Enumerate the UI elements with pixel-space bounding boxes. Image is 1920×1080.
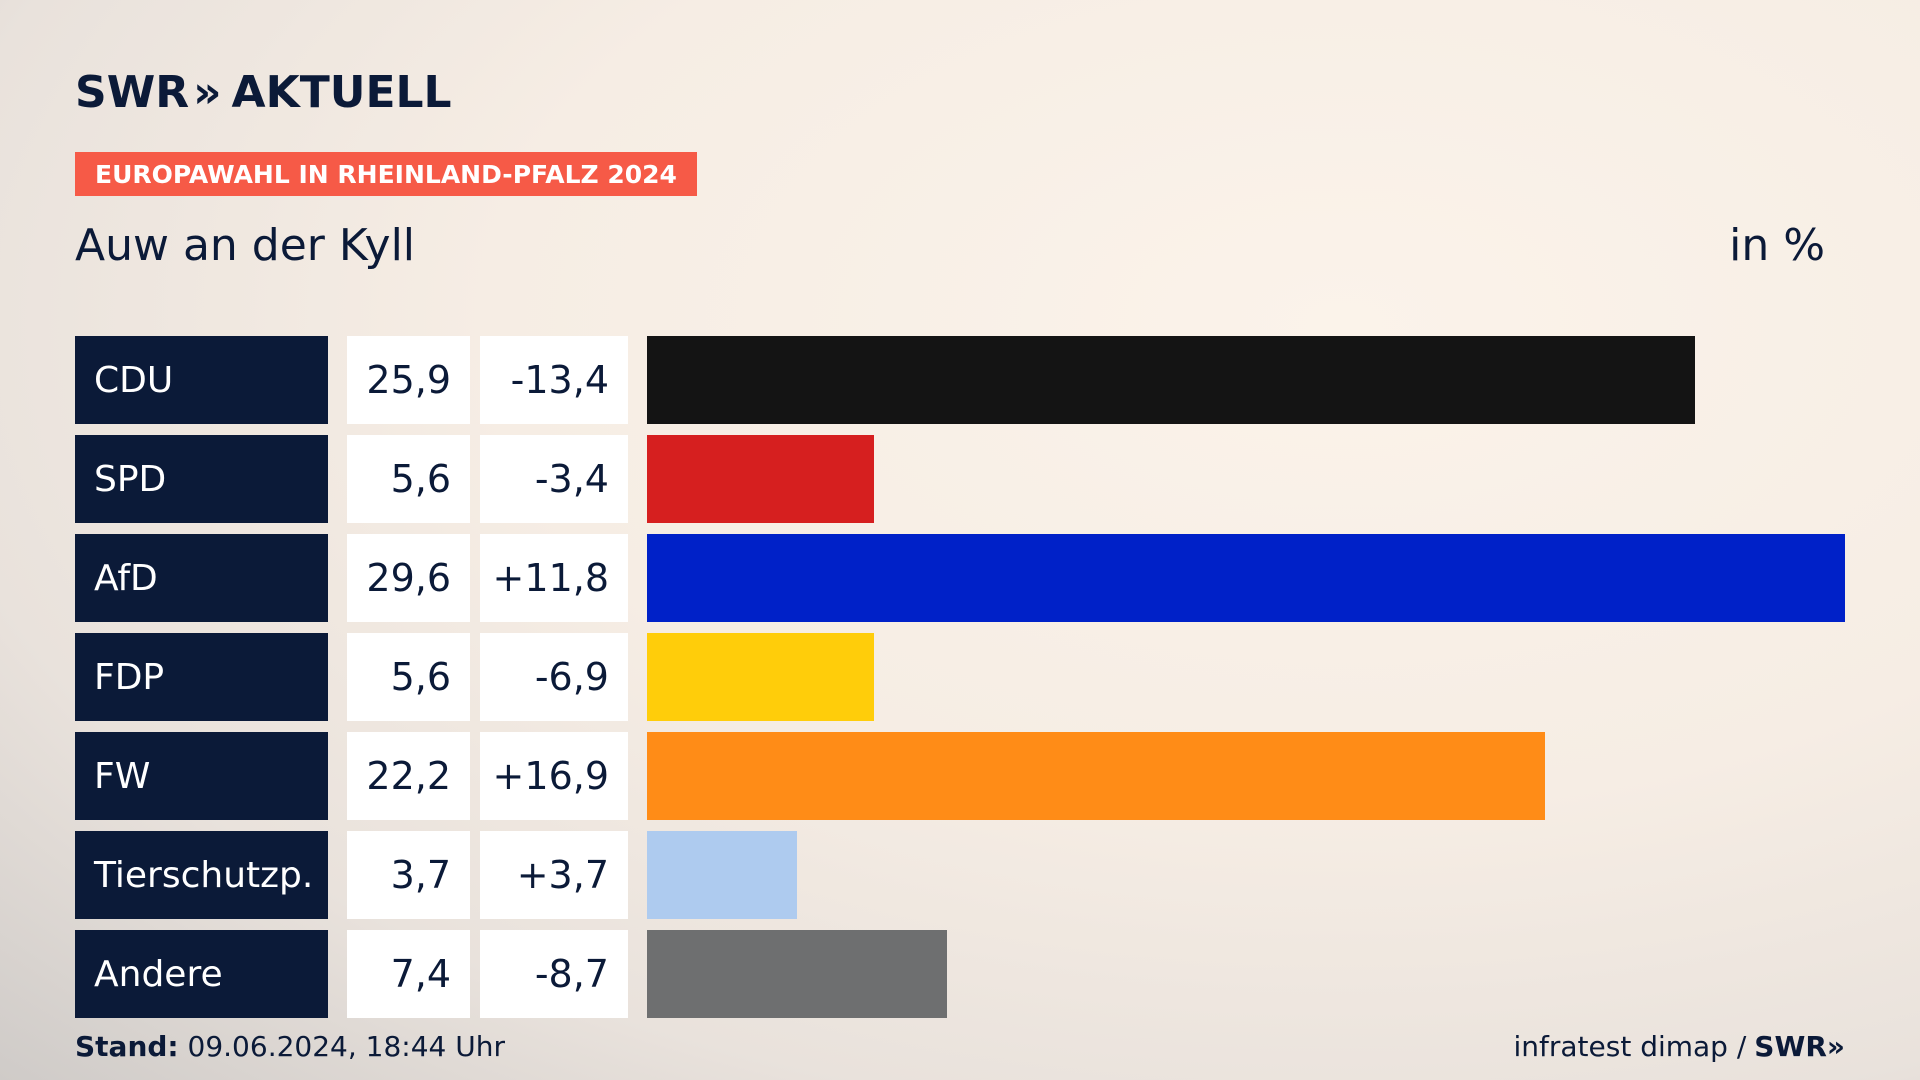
unit-label: in % — [1729, 220, 1825, 271]
party-label: FW — [75, 732, 328, 820]
vote-change-value: -8,7 — [480, 930, 628, 1018]
vote-share-value: 25,9 — [347, 336, 470, 424]
party-label: CDU — [75, 336, 328, 424]
vote-share-value: 5,6 — [347, 435, 470, 523]
vote-change-value: -3,4 — [480, 435, 628, 523]
result-row: SPD 5,6 -3,4 — [75, 435, 1845, 523]
stand-label: Stand: — [75, 1030, 179, 1063]
source-text: infratest dimap / — [1513, 1030, 1747, 1063]
vote-change-value: +16,9 — [480, 732, 628, 820]
result-row: FW 22,2 +16,9 — [75, 732, 1845, 820]
vote-share-bar — [647, 633, 874, 721]
vote-change-value: +11,8 — [480, 534, 628, 622]
result-row: AfD 29,6 +11,8 — [75, 534, 1845, 622]
result-row: CDU 25,9 -13,4 — [75, 336, 1845, 424]
vote-share-bar — [647, 831, 797, 919]
logo-chevron-icon: » — [193, 66, 222, 118]
party-label: Andere — [75, 930, 328, 1018]
logo-aktuell-text: AKTUELL — [231, 66, 452, 118]
vote-share-bar — [647, 336, 1695, 424]
source-brand: SWR» — [1754, 1030, 1845, 1063]
source-credit: infratest dimap / SWR» — [1513, 1030, 1845, 1063]
vote-change-value: -6,9 — [480, 633, 628, 721]
stand-value: 09.06.2024, 18:44 Uhr — [187, 1030, 505, 1063]
vote-share-bar — [647, 732, 1545, 820]
result-row: FDP 5,6 -6,9 — [75, 633, 1845, 721]
vote-share-bar — [647, 930, 947, 1018]
party-label: AfD — [75, 534, 328, 622]
vote-share-value: 5,6 — [347, 633, 470, 721]
vote-change-value: -13,4 — [480, 336, 628, 424]
swr-aktuell-logo: SWR» AKTUELL — [75, 66, 452, 118]
party-label: Tierschutzp. — [75, 831, 328, 919]
logo-swr-text: SWR — [75, 66, 190, 118]
vote-share-value: 3,7 — [347, 831, 470, 919]
party-label: FDP — [75, 633, 328, 721]
election-badge: EUROPAWAHL IN RHEINLAND-PFALZ 2024 — [75, 152, 697, 196]
vote-share-value: 22,2 — [347, 732, 470, 820]
chart-title: Auw an der Kyll — [75, 220, 416, 271]
vote-share-bar — [647, 534, 1845, 622]
result-row: Tierschutzp. 3,7 +3,7 — [75, 831, 1845, 919]
vote-share-value: 29,6 — [347, 534, 470, 622]
result-row: Andere 7,4 -8,7 — [75, 930, 1845, 1018]
timestamp: Stand: 09.06.2024, 18:44 Uhr — [75, 1030, 505, 1063]
vote-share-bar — [647, 435, 874, 523]
vote-change-value: +3,7 — [480, 831, 628, 919]
party-label: SPD — [75, 435, 328, 523]
vote-share-value: 7,4 — [347, 930, 470, 1018]
